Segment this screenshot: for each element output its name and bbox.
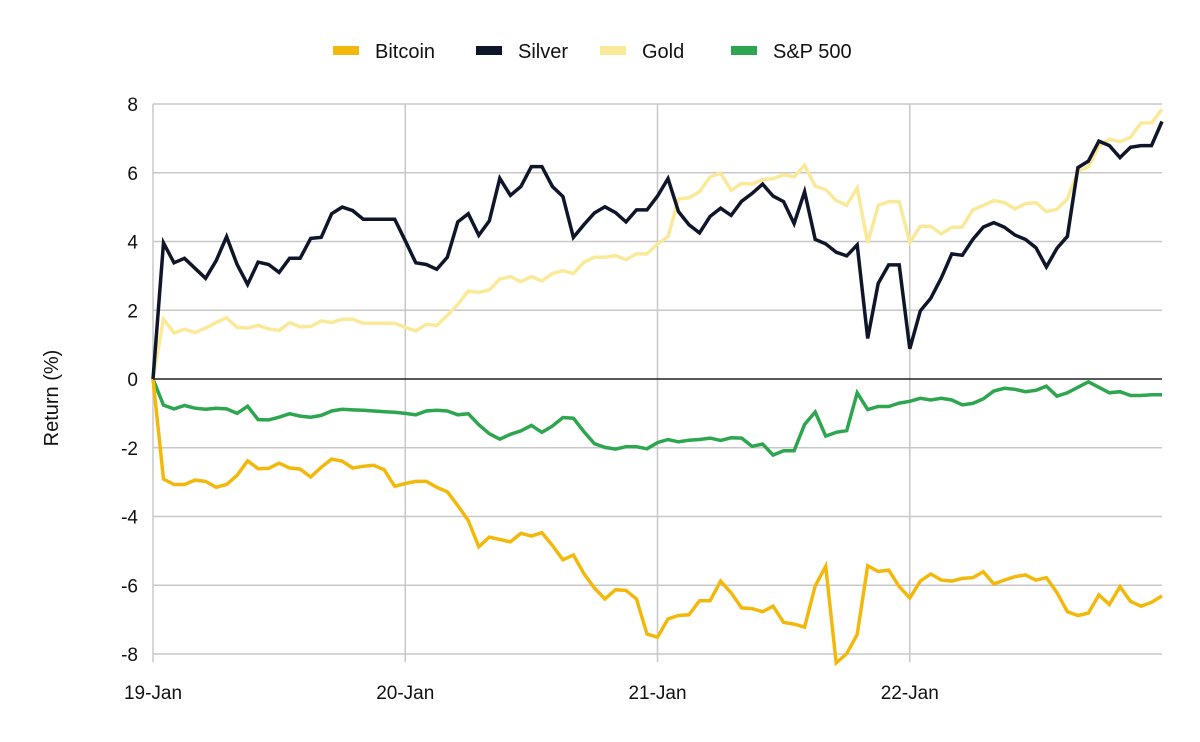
legend-item-bitcoin: Bitcoin [333, 41, 435, 63]
legend-swatch [731, 46, 757, 55]
legend-label: Bitcoin [375, 41, 435, 63]
y-tick-label: 8 [127, 95, 138, 116]
x-axis-ticks: 19-Jan 20-Jan 21-Jan 22-Jan [124, 683, 939, 704]
series-line-silver [151, 120, 1164, 380]
y-tick-label: 2 [127, 301, 138, 322]
y-tick-label: 4 [127, 233, 138, 254]
legend-label: S&P 500 [773, 41, 852, 63]
x-tick-label: 19-Jan [124, 683, 182, 704]
x-tick-label: 22-Jan [881, 683, 939, 704]
x-tick-label: 21-Jan [628, 683, 686, 704]
series-lines [151, 108, 1164, 667]
y-tick-label: 0 [127, 370, 138, 391]
legend-item-gold: Gold [600, 41, 684, 63]
legend-label: Gold [642, 41, 684, 63]
legend-item-silver: Silver [476, 41, 568, 63]
y-axis-title: Return (%) [41, 350, 63, 447]
legend: Bitcoin Silver Gold S&P 500 [333, 41, 852, 63]
legend-swatch [476, 46, 502, 55]
series-line-gold [151, 108, 1164, 380]
y-tick-label: -2 [121, 439, 138, 460]
y-tick-label: -8 [121, 645, 138, 666]
legend-item-s-p-500: S&P 500 [731, 41, 852, 63]
legend-swatch [333, 46, 359, 55]
series-line-s-p-500 [151, 378, 1162, 458]
legend-swatch [600, 46, 626, 55]
series-line-bitcoin [151, 378, 1163, 667]
y-tick-label: -6 [121, 576, 138, 597]
y-tick-label: 6 [127, 164, 138, 185]
y-axis-ticks: 8 6 4 2 0 -2 -4 -6 -8 [121, 95, 138, 666]
legend-label: Silver [518, 41, 568, 63]
x-tick-label: 20-Jan [376, 683, 434, 704]
y-tick-label: -4 [121, 508, 138, 529]
